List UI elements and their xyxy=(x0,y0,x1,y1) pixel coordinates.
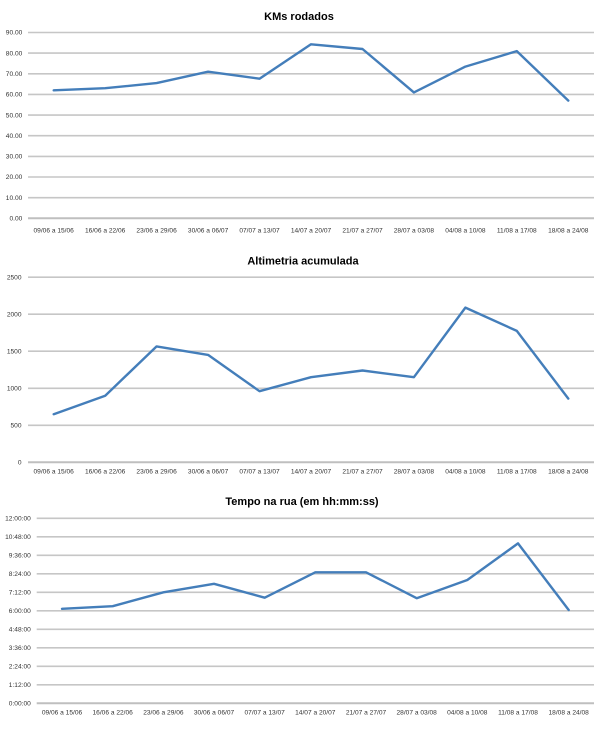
svg-text:18/08 a 24/08: 18/08 a 24/08 xyxy=(548,228,589,235)
svg-text:21/07 a 27/07: 21/07 a 27/07 xyxy=(342,228,383,235)
svg-text:Altimetria acumulada: Altimetria acumulada xyxy=(247,255,359,267)
svg-text:9:36:00: 9:36:00 xyxy=(9,553,31,560)
svg-text:1:12:00: 1:12:00 xyxy=(9,682,31,689)
svg-text:11/08 a 17/08: 11/08 a 17/08 xyxy=(497,469,537,476)
svg-text:0:00:00: 0:00:00 xyxy=(9,701,31,708)
svg-text:60.00: 60.00 xyxy=(6,92,23,99)
svg-text:80.00: 80.00 xyxy=(6,50,23,57)
svg-text:28/07 a 03/08: 28/07 a 03/08 xyxy=(394,469,435,476)
svg-text:4:48:00: 4:48:00 xyxy=(9,627,31,634)
svg-text:14/07 a 20/07: 14/07 a 20/07 xyxy=(295,709,336,716)
svg-text:1000: 1000 xyxy=(7,386,22,393)
svg-text:04/08 a 10/08: 04/08 a 10/08 xyxy=(447,709,488,716)
svg-text:2500: 2500 xyxy=(7,274,22,281)
svg-text:07/07 a 13/07: 07/07 a 13/07 xyxy=(239,469,280,476)
svg-text:23/06 a 29/06: 23/06 a 29/06 xyxy=(136,228,177,235)
svg-text:10:48:00: 10:48:00 xyxy=(5,534,31,541)
svg-text:0.00: 0.00 xyxy=(9,216,22,223)
svg-text:09/06 a 15/06: 09/06 a 15/06 xyxy=(42,709,83,716)
svg-text:04/08 a 10/08: 04/08 a 10/08 xyxy=(445,469,486,476)
svg-text:8:24:00: 8:24:00 xyxy=(9,571,31,578)
svg-text:16/06 a 22/06: 16/06 a 22/06 xyxy=(85,228,126,235)
svg-text:21/07 a 27/07: 21/07 a 27/07 xyxy=(342,469,383,476)
svg-text:11/08 a 17/08: 11/08 a 17/08 xyxy=(498,709,538,716)
svg-text:30/06 a 06/07: 30/06 a 06/07 xyxy=(188,469,229,476)
svg-text:30/06 a 06/07: 30/06 a 06/07 xyxy=(194,709,235,716)
svg-text:07/07 a 13/07: 07/07 a 13/07 xyxy=(239,228,280,235)
svg-text:KMs rodados: KMs rodados xyxy=(264,11,334,23)
svg-text:23/06 a 29/06: 23/06 a 29/06 xyxy=(143,709,184,716)
svg-text:7:12:00: 7:12:00 xyxy=(9,590,31,597)
svg-text:Tempo na rua (em hh:mm:ss): Tempo na rua (em hh:mm:ss) xyxy=(225,496,379,508)
svg-text:70.00: 70.00 xyxy=(6,71,23,78)
svg-text:11/08 a 17/08: 11/08 a 17/08 xyxy=(497,228,537,235)
svg-text:90.00: 90.00 xyxy=(6,30,23,37)
svg-text:28/07 a 03/08: 28/07 a 03/08 xyxy=(397,709,438,716)
svg-text:50.00: 50.00 xyxy=(6,112,23,119)
svg-text:09/06 a 15/06: 09/06 a 15/06 xyxy=(34,469,75,476)
svg-text:2000: 2000 xyxy=(7,311,22,318)
svg-text:09/06 a 15/06: 09/06 a 15/06 xyxy=(34,228,75,235)
svg-text:0: 0 xyxy=(18,460,22,467)
svg-text:1500: 1500 xyxy=(7,348,22,355)
svg-text:3:36:00: 3:36:00 xyxy=(9,645,31,652)
svg-text:14/07 a 20/07: 14/07 a 20/07 xyxy=(291,228,332,235)
svg-text:40.00: 40.00 xyxy=(6,133,23,140)
svg-text:500: 500 xyxy=(10,423,21,430)
svg-text:18/08 a 24/08: 18/08 a 24/08 xyxy=(548,469,589,476)
svg-text:30/06 a 06/07: 30/06 a 06/07 xyxy=(188,228,229,235)
svg-text:2:24:00: 2:24:00 xyxy=(9,664,31,671)
svg-text:14/07 a 20/07: 14/07 a 20/07 xyxy=(291,469,332,476)
svg-text:16/06 a 22/06: 16/06 a 22/06 xyxy=(93,709,134,716)
svg-text:07/07 a 13/07: 07/07 a 13/07 xyxy=(245,709,286,716)
svg-text:6:00:00: 6:00:00 xyxy=(9,608,31,615)
svg-text:20.00: 20.00 xyxy=(6,174,23,181)
svg-text:12:00:00: 12:00:00 xyxy=(5,516,31,523)
svg-text:28/07 a 03/08: 28/07 a 03/08 xyxy=(394,228,435,235)
svg-text:04/08 a 10/08: 04/08 a 10/08 xyxy=(445,228,486,235)
svg-text:16/06 a 22/06: 16/06 a 22/06 xyxy=(85,469,126,476)
svg-text:23/06 a 29/06: 23/06 a 29/06 xyxy=(136,469,177,476)
svg-text:30.00: 30.00 xyxy=(6,154,23,161)
svg-text:21/07 a 27/07: 21/07 a 27/07 xyxy=(346,709,387,716)
svg-text:10.00: 10.00 xyxy=(6,195,23,202)
svg-text:18/08 a 24/08: 18/08 a 24/08 xyxy=(549,709,590,716)
